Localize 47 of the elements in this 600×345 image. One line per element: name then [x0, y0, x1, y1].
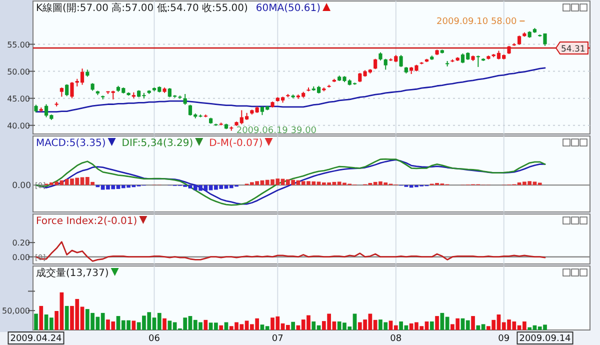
- candlestick: [476, 55, 480, 68]
- bar: [64, 306, 69, 330]
- bar: [34, 314, 38, 330]
- candlestick: [358, 72, 362, 83]
- x-tick-label: 08: [390, 334, 402, 344]
- annotation: 2009.09.10 58.00: [436, 17, 517, 28]
- bar: [39, 306, 44, 330]
- bar: [435, 316, 439, 330]
- legend-label: DIF:5,34(3.29): [122, 138, 194, 149]
- candlestick: [60, 87, 64, 98]
- candlestick: [70, 82, 74, 99]
- bar: [471, 316, 475, 330]
- legend-label: Force Index:2(-0.01): [36, 216, 138, 227]
- y-tick-label: 50.00: [7, 67, 30, 76]
- legend-label: 成交量(13,737): [36, 267, 109, 279]
- line-series: [35, 67, 546, 113]
- text: 60MA(50.61): [256, 3, 321, 14]
- candlestick: [65, 84, 69, 97]
- bar: [162, 318, 166, 330]
- candlestick: [374, 58, 378, 70]
- bar: [219, 325, 224, 330]
- candlestick: [517, 35, 522, 46]
- x-tick-label: 2009.04.24: [10, 334, 62, 344]
- y-tick-label: 0.20: [12, 238, 30, 248]
- x-tick-label: 06: [148, 334, 160, 344]
- y-tick-label: 0.00: [12, 252, 30, 262]
- bar: [204, 320, 208, 330]
- y-tick-label: 50,000: [2, 306, 30, 316]
- bar: [224, 322, 228, 330]
- annotation: 2009.06.19 39.00: [236, 126, 317, 136]
- y-tick-label: 55.00: [7, 40, 30, 50]
- x-tick-label: 07: [272, 334, 284, 344]
- bar: [132, 320, 136, 330]
- y-tick-label: 45.00: [7, 94, 30, 104]
- chart-title: K線圖(開:57.00 高:57.00 低:54.70 收:55.00): [36, 2, 248, 14]
- bar: [430, 321, 434, 330]
- legend-label: D-M(-0.07): [209, 138, 263, 149]
- line-series: [35, 241, 546, 262]
- legend-label: MACD:5(3.35): [36, 138, 106, 149]
- candlestick: [384, 58, 388, 70]
- bar: [291, 322, 295, 330]
- y-tick-label: 40.00: [7, 121, 30, 130]
- x-tick-label: 2009.09.14: [519, 334, 572, 344]
- ref-line-label: 54.31: [561, 44, 586, 54]
- candlestick: [183, 93, 187, 106]
- candlestick: [399, 54, 403, 68]
- x-tick-label: 09: [498, 334, 510, 344]
